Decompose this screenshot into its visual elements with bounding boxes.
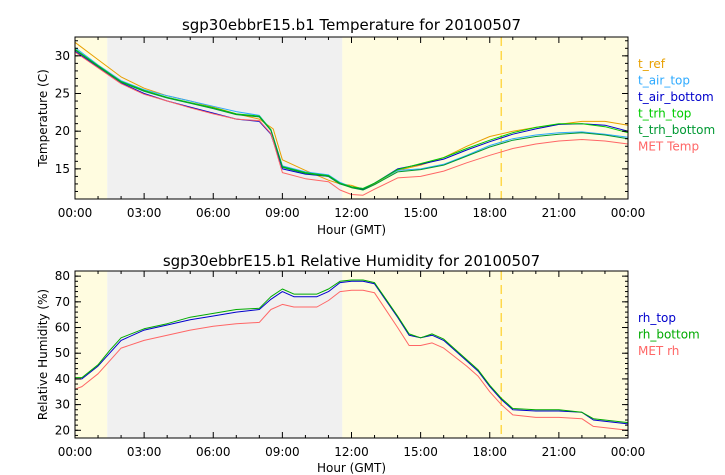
y-tick-label: 70 bbox=[55, 295, 70, 309]
chart-panel-1: 00:00 03:00 06:00 09:00 12:00 15:00 18:00 21:00… bbox=[36, 16, 715, 237]
legend-entry-t-ref: t_ref bbox=[638, 57, 666, 71]
x-tick-label: 00:00 bbox=[58, 445, 93, 459]
y-tick-label: 50 bbox=[55, 346, 70, 360]
x-tick-label: 03:00 bbox=[127, 206, 162, 220]
x-tick-label: 15:00 bbox=[403, 445, 438, 459]
x-tick-label: 21:00 bbox=[542, 445, 577, 459]
x-axis-label: Hour (GMT) bbox=[317, 461, 386, 475]
legend-entry-t-trh-top: t_trh_top bbox=[638, 107, 691, 121]
series-line-met-rh bbox=[74, 289, 629, 431]
x-tick-label: 09:00 bbox=[265, 206, 300, 220]
legend-entry-t-trh-bottom: t_trh_bottom bbox=[638, 123, 715, 137]
x-tick-label: 12:00 bbox=[334, 445, 369, 459]
y-tick-label: 15 bbox=[55, 162, 70, 176]
x-tick-label: 06:00 bbox=[196, 206, 231, 220]
x-tick-label: 06:00 bbox=[196, 445, 231, 459]
shade-band-2 bbox=[107, 271, 343, 438]
y-tick-label: 25 bbox=[55, 87, 70, 101]
y-tick-label: 30 bbox=[55, 49, 70, 63]
shade-band-1 bbox=[75, 271, 108, 438]
y-tick-label: 20 bbox=[55, 423, 70, 437]
y-axis-label: Relative Humidity (%) bbox=[36, 289, 50, 420]
y-tick-label: 40 bbox=[55, 372, 70, 386]
legend-entry-t-air-top: t_air_top bbox=[638, 74, 690, 88]
y-axis-label: Temperature (C) bbox=[36, 69, 50, 168]
x-tick-label: 00:00 bbox=[611, 206, 646, 220]
series-line-t-trh-bottom bbox=[74, 49, 629, 191]
shade-band-3 bbox=[342, 37, 628, 199]
x-tick-label: 18:00 bbox=[472, 445, 507, 459]
x-tick-label: 03:00 bbox=[127, 445, 162, 459]
series-line-rh-top bbox=[75, 280, 629, 425]
chart-panel-2: 00:00 03:00 06:00 09:00 12:00 15:00 18:00 21:00… bbox=[36, 252, 700, 475]
x-tick-label: 00:00 bbox=[611, 445, 646, 459]
y-tick-label: 20 bbox=[55, 124, 70, 138]
legend-entry-rh-top: rh_top bbox=[638, 311, 676, 325]
x-tick-label: 18:00 bbox=[472, 206, 507, 220]
x-tick-label: 21:00 bbox=[542, 206, 577, 220]
series-line-rh-bottom bbox=[75, 279, 629, 424]
chart-title: sgp30ebbrE15.b1 Relative Humidity for 20… bbox=[163, 252, 540, 270]
x-tick-label: 00:00 bbox=[58, 206, 93, 220]
y-tick-label: 30 bbox=[55, 398, 70, 412]
x-axis-label: Hour (GMT) bbox=[317, 223, 386, 237]
legend-entry-rh-bottom: rh_bottom bbox=[638, 328, 700, 342]
series-line-met-temp bbox=[74, 51, 629, 196]
x-tick-label: 15:00 bbox=[403, 206, 438, 220]
y-tick-label: 80 bbox=[55, 269, 70, 283]
shade-band-1 bbox=[75, 37, 108, 199]
x-tick-label: 12:00 bbox=[334, 206, 369, 220]
legend-entry-met-rh: MET rh bbox=[638, 344, 679, 358]
legend-entry-met-temp: MET Temp bbox=[638, 140, 699, 154]
chart-title: sgp30ebbrE15.b1 Temperature for 20100507 bbox=[182, 16, 521, 34]
y-tick-label: 60 bbox=[55, 321, 70, 335]
series-line-t-trh-top bbox=[74, 48, 629, 189]
shade-band-3 bbox=[342, 271, 628, 438]
legend-entry-t-air-bottom: t_air_bottom bbox=[638, 90, 714, 104]
x-tick-label: 09:00 bbox=[265, 445, 300, 459]
